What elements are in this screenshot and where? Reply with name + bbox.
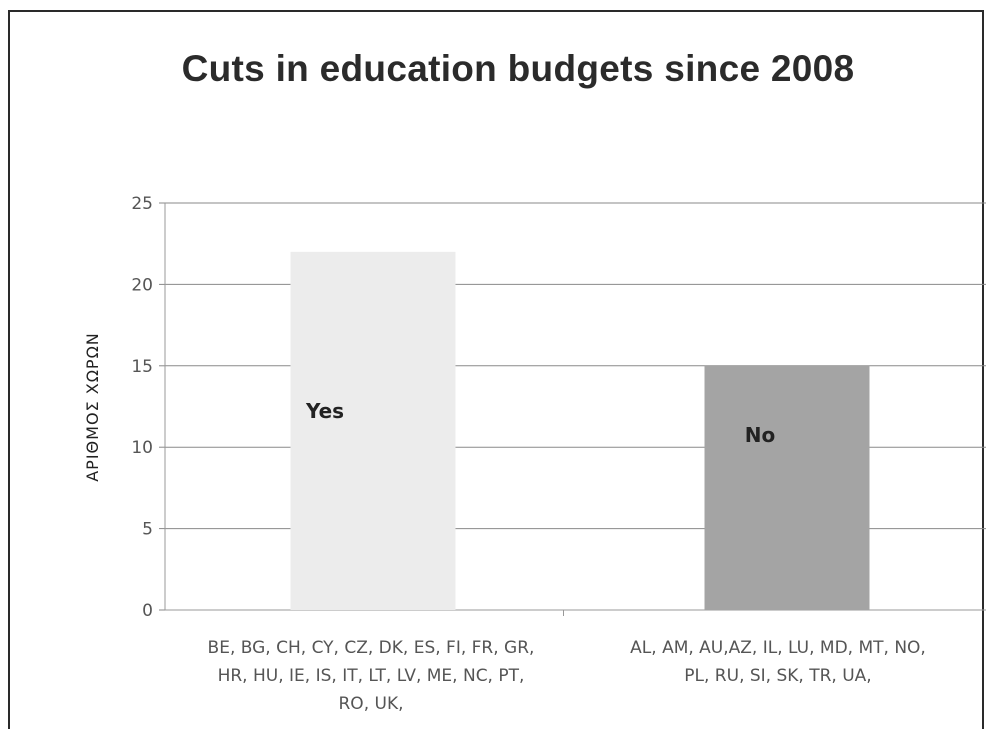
y-tick-label: 5: [142, 520, 153, 540]
x-category-label-no: AL, AM, AU,AZ, IL, LU, MD, MT, NO, PL, RU…: [570, 634, 986, 690]
x-category-label-line: HR, HU, IE, IS, IT, LT, LV, ME, NC, PT,: [217, 666, 525, 686]
bar-label-no: No: [745, 423, 775, 447]
x-category-label-line: RO, UK,: [338, 694, 404, 714]
bar-no: [704, 365, 870, 610]
x-category-label-yes: BE, BG, CH, CY, CZ, DK, ES, FI, FR, GR, H…: [156, 634, 586, 718]
x-category-label-line: PL, RU, SI, SK, TR, UA,: [684, 666, 872, 686]
bar-yes: [290, 251, 456, 610]
x-category-label-line: AL, AM, AU,AZ, IL, LU, MD, MT, NO,: [630, 638, 926, 658]
y-tick-label: 0: [142, 601, 153, 621]
x-category-label-line: BE, BG, CH, CY, CZ, DK, ES, FI, FR, GR,: [207, 638, 535, 658]
y-tick-label: 20: [131, 275, 153, 295]
bar-label-yes: Yes: [305, 399, 344, 423]
y-axis-label: ΑΡΙΘΜΟΣ ΧΩΡΩΝ: [83, 332, 102, 482]
y-tick-label: 15: [131, 357, 153, 377]
y-tick-label: 10: [131, 438, 153, 458]
y-tick-label: 25: [131, 194, 153, 214]
chart-title: Cuts in education budgets since 2008: [181, 48, 855, 89]
